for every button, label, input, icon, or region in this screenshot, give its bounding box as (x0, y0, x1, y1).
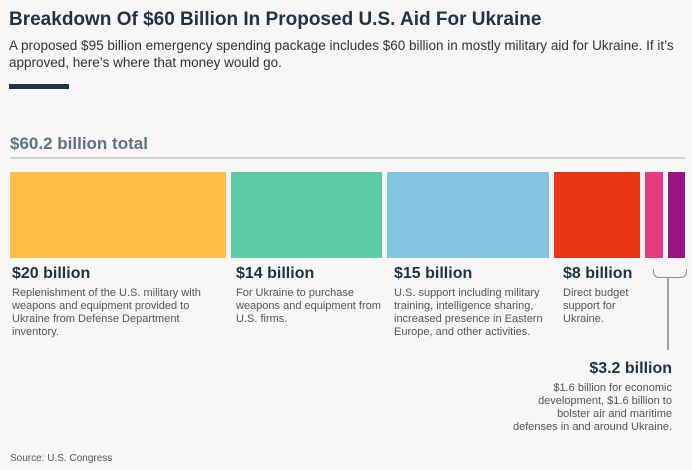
segment-description: For Ukraine to purchase weapons and equi… (236, 287, 381, 325)
segment-description: Replenishment of the U.S. military with … (12, 287, 201, 338)
segment-description: U.S. support including military training… (394, 287, 543, 338)
segment-amount: $8 billion (563, 265, 633, 282)
bar-segment-4 (645, 172, 663, 258)
bar-segment-2 (387, 172, 550, 258)
segment-label-3: $8 billion Direct budget support for Ukra… (563, 265, 643, 326)
total-label: $60.2 billion total (10, 134, 148, 153)
bar-segment-3 (554, 172, 641, 258)
title-rule (9, 84, 69, 89)
bar-segment-0 (10, 172, 226, 258)
bar-segment-5 (667, 172, 685, 258)
segment-amount: $20 billion (12, 265, 91, 282)
segment-description: Direct budget support for Ukraine. (563, 287, 629, 325)
segment-label-1: $14 billion For Ukraine to purchase weapo… (236, 265, 388, 326)
group-leader-line (667, 277, 669, 350)
chart-subtitle: A proposed $95 billion emergency spendin… (9, 38, 674, 70)
group-brace (653, 269, 687, 278)
segment-label-2: $15 billion U.S. support including milita… (394, 265, 554, 339)
total-line (10, 157, 685, 159)
chart-title: Breakdown Of $60 Billion In Proposed U.S… (9, 9, 542, 30)
bar-segment-1 (230, 172, 383, 258)
group-description: $1.6 billion for economic development, $… (513, 382, 672, 433)
segment-label-0: $20 billion Replenishment of the U.S. mil… (12, 265, 227, 339)
segment-amount: $15 billion (394, 265, 473, 282)
group-label: $3.2 billion $1.6 billion for economic de… (512, 360, 672, 434)
group-amount: $3.2 billion (589, 360, 672, 377)
source-note: Source: U.S. Congress (10, 453, 113, 464)
segment-amount: $14 billion (236, 265, 315, 282)
